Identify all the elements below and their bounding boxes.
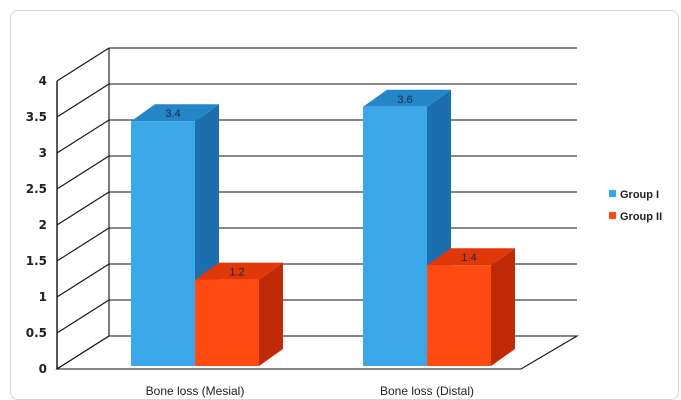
gridline-diagonal bbox=[56, 155, 110, 190]
y-tick-label: 1.5 bbox=[26, 254, 47, 268]
bar-chart: 0 0.5 1 1.5 2 2.5 3 3.5 4 3.4 1.2 Bone loss (Mesial… bbox=[26, 47, 662, 398]
y-tick-label: 2 bbox=[39, 218, 47, 232]
gridline-diagonal bbox=[56, 119, 110, 154]
data-label: 3.6 bbox=[397, 94, 412, 106]
bar-top bbox=[131, 104, 219, 122]
legend-swatch bbox=[609, 190, 616, 197]
bar-group-ii bbox=[427, 265, 491, 366]
y-tick-label: 3.5 bbox=[26, 110, 47, 124]
bar-side bbox=[259, 262, 283, 366]
legend-label: Group I bbox=[620, 189, 659, 201]
chart-frame: 0 0.5 1 1.5 2 2.5 3 3.5 4 3.4 1.2 Bone loss (Mesial… bbox=[10, 10, 679, 400]
legend-label: Group II bbox=[620, 211, 662, 223]
bar-group-i bbox=[131, 121, 195, 366]
gridline-diagonal bbox=[56, 227, 110, 262]
bar-top bbox=[363, 89, 451, 107]
y-tick-label: 2.5 bbox=[26, 182, 47, 196]
data-label: 1.2 bbox=[229, 267, 244, 279]
gridline-diagonal bbox=[56, 299, 110, 334]
y-tick-label: 0.5 bbox=[26, 326, 47, 340]
legend-swatch bbox=[609, 212, 616, 219]
bar-group-i bbox=[363, 106, 427, 367]
x-category-label: Bone loss (Distal) bbox=[380, 384, 474, 398]
y-tick-label: 1 bbox=[39, 290, 47, 304]
data-label: 3.4 bbox=[165, 108, 180, 120]
bar-top bbox=[427, 248, 515, 266]
gridline-diagonal bbox=[56, 83, 110, 118]
data-label: 1.4 bbox=[461, 252, 476, 264]
bar-side bbox=[491, 248, 515, 366]
gridline-diagonal bbox=[56, 191, 110, 226]
y-tick-label: 3 bbox=[39, 146, 47, 160]
bar-top bbox=[195, 262, 283, 280]
bar-group-ii bbox=[195, 279, 259, 366]
gridline-diagonal bbox=[56, 263, 110, 298]
gridline-diagonal bbox=[56, 47, 110, 82]
y-tick-label: 4 bbox=[39, 74, 47, 88]
y-tick-label: 0 bbox=[39, 362, 47, 376]
x-category-label: Bone loss (Mesial) bbox=[146, 384, 245, 398]
